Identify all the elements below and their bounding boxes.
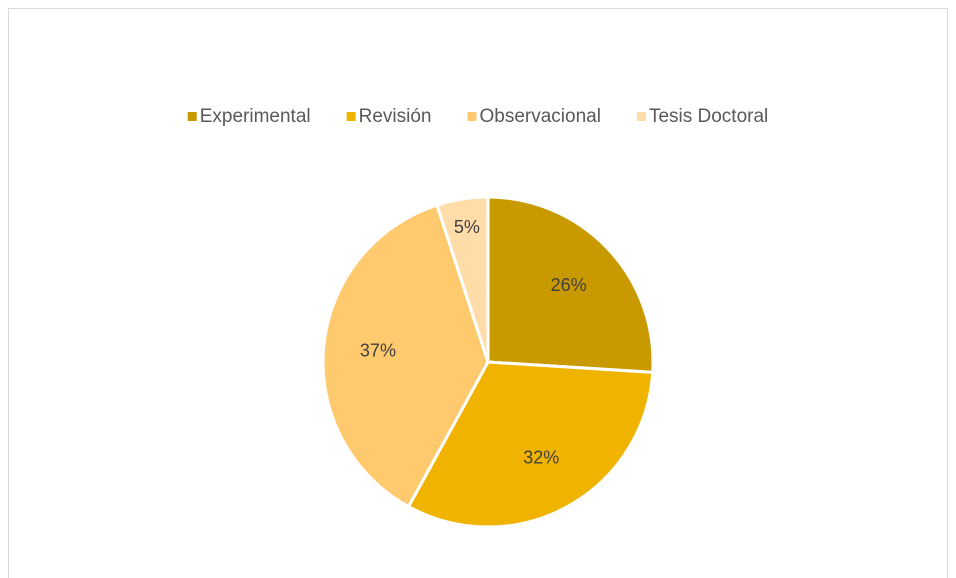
pie-slice bbox=[435, 195, 490, 363]
legend-label: Tesis Doctoral bbox=[649, 106, 768, 127]
pie-slice bbox=[321, 203, 490, 509]
legend-marker bbox=[346, 112, 356, 121]
legend-marker bbox=[467, 112, 477, 121]
data-label: 5% bbox=[454, 217, 480, 237]
legend-label: Revisión bbox=[359, 106, 432, 127]
pie-slice bbox=[406, 360, 655, 529]
legend-label: Experimental bbox=[200, 106, 311, 127]
data-label: 26% bbox=[551, 275, 587, 295]
legend-marker bbox=[636, 112, 646, 121]
legend-marker bbox=[187, 112, 197, 121]
pie-slice bbox=[486, 195, 655, 374]
legend-label: Observacional bbox=[479, 106, 600, 127]
data-label: 32% bbox=[523, 448, 559, 468]
data-label: 37% bbox=[360, 340, 396, 360]
chart-border bbox=[8, 8, 948, 578]
